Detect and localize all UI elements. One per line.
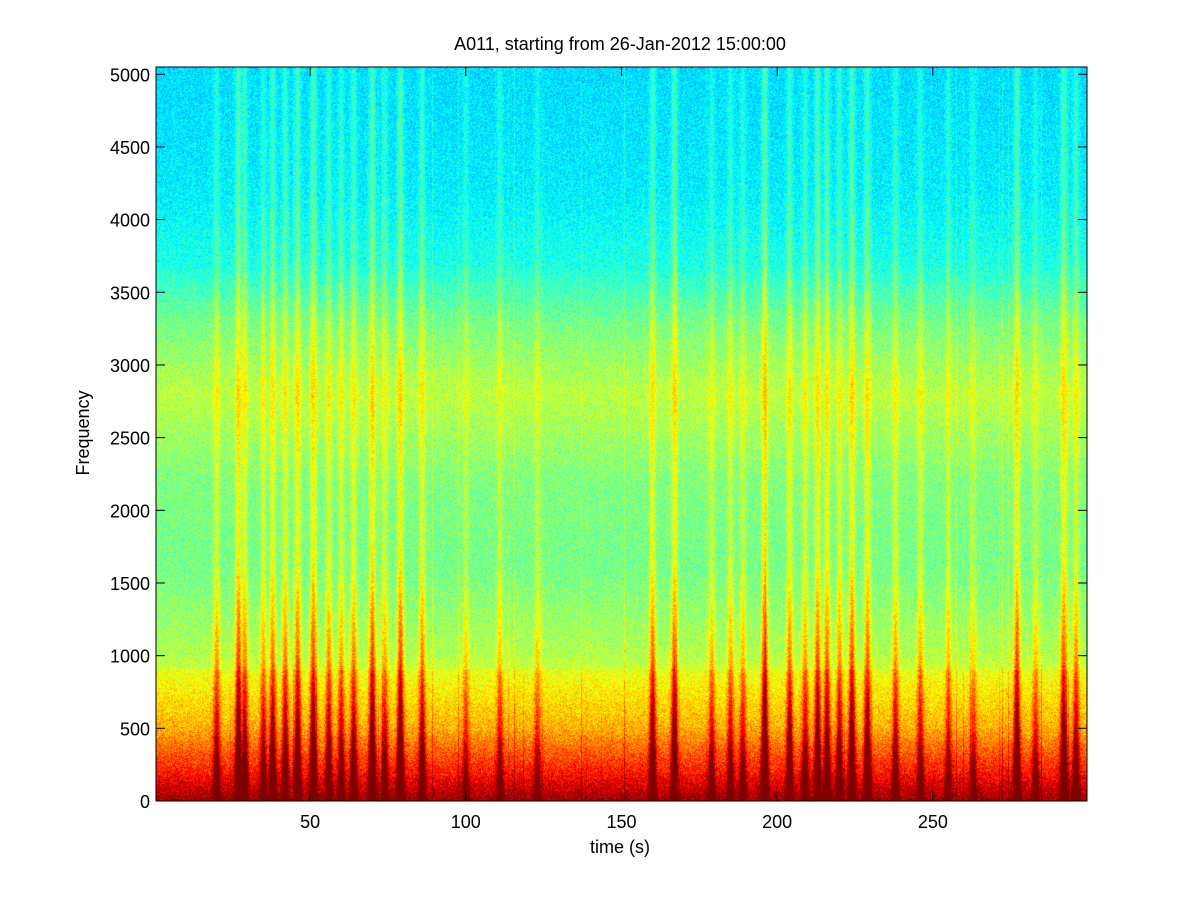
y-tick-label: 1000 [110, 647, 150, 667]
y-tick-label: 4000 [110, 211, 150, 231]
chart-title: A011, starting from 26-Jan-2012 15:00:00 [454, 34, 786, 54]
spectrogram-heatmap [156, 67, 1087, 801]
y-tick-label: 2000 [110, 501, 150, 521]
x-tick-label: 200 [762, 812, 792, 832]
y-axis-title: Frequency [73, 390, 93, 475]
x-axis: 50 100 150 200 250 [300, 67, 948, 832]
x-tick-label: 250 [918, 812, 948, 832]
x-axis-title: time (s) [590, 837, 650, 857]
y-tick-label: 500 [120, 719, 150, 739]
y-tick-label: 1500 [110, 574, 150, 594]
y-tick-label: 0 [140, 792, 150, 812]
x-tick-label: 100 [451, 812, 481, 832]
y-tick-label: 2500 [110, 429, 150, 449]
y-tick-label: 3000 [110, 356, 150, 376]
x-tick-label: 150 [606, 812, 636, 832]
y-axis: 0 500 1000 1500 2000 2500 3000 3500 4000 4500 5000 [110, 65, 1087, 812]
y-tick-label: 3500 [110, 283, 150, 303]
x-tick-label: 50 [300, 812, 320, 832]
y-tick-label: 5000 [110, 65, 150, 85]
y-tick-label: 4500 [110, 138, 150, 158]
